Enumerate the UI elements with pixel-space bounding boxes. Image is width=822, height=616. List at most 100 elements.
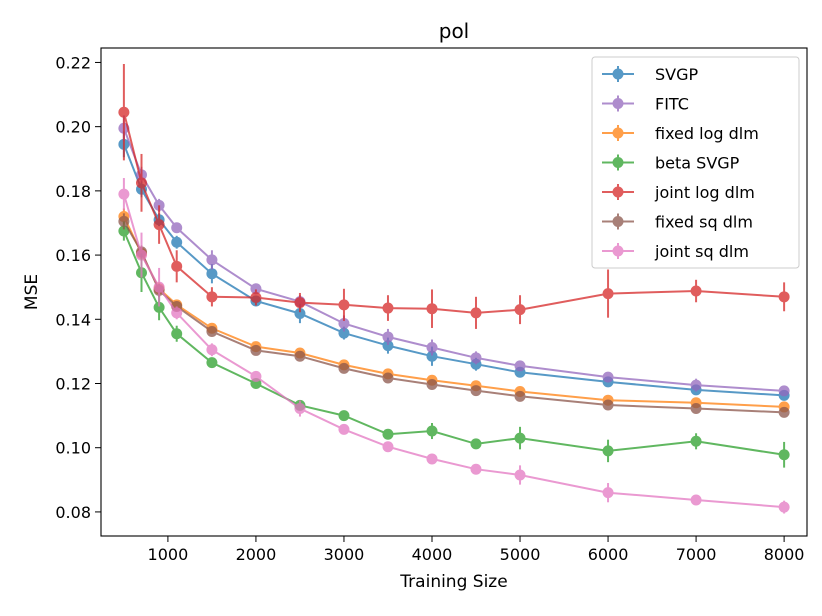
x-tick-label: 6000 (588, 545, 629, 564)
data-point (206, 344, 218, 356)
legend-item-fixed-sq-dlm: fixed sq dlm (602, 213, 753, 232)
legend-box (591, 56, 800, 269)
data-point (470, 352, 482, 364)
data-point (470, 438, 482, 450)
data-point (514, 360, 526, 372)
legend-label: joint log dlm (654, 183, 755, 202)
legend-label: SVGP (655, 65, 699, 84)
data-point (118, 106, 130, 118)
x-tick-label: 8000 (764, 545, 805, 564)
legend-swatch-marker (612, 68, 624, 80)
data-point (382, 372, 394, 384)
data-point (338, 362, 350, 374)
legend-swatch (602, 66, 634, 82)
x-tick-label: 3000 (324, 545, 365, 564)
data-point (514, 304, 526, 316)
data-point (250, 291, 262, 303)
data-point (382, 302, 394, 314)
x-tick-label: 1000 (148, 545, 189, 564)
data-point (338, 317, 350, 329)
data-point (118, 215, 130, 227)
data-point (206, 254, 218, 266)
legend-item-beta-svgp: beta SVGP (602, 154, 740, 173)
data-point (171, 328, 183, 340)
data-point (470, 307, 482, 319)
data-point (118, 225, 130, 237)
x-tick-label: 5000 (500, 545, 541, 564)
data-point (426, 342, 438, 354)
y-tick-label: 0.12 (55, 375, 91, 394)
data-point (778, 501, 790, 513)
data-point (514, 432, 526, 444)
legend-item-fixed-log-dlm: fixed log dlm (602, 124, 759, 143)
data-point (294, 308, 306, 320)
data-point (690, 494, 702, 506)
x-tick-label: 7000 (676, 545, 717, 564)
data-point (294, 350, 306, 362)
data-point (382, 331, 394, 343)
legend-label: fixed sq dlm (655, 213, 753, 232)
data-point (426, 350, 438, 362)
axes-layer: 1000 2000 3000 4000 5000 6000 7000 8000 0.08 0.10… (55, 53, 804, 564)
data-point (118, 188, 130, 200)
data-point (250, 370, 262, 382)
data-point (602, 445, 614, 457)
data-point (602, 487, 614, 499)
data-point (690, 435, 702, 447)
legend-swatch-marker (612, 245, 624, 257)
legend-label: joint sq dlm (654, 242, 749, 261)
data-point (382, 441, 394, 453)
data-point (602, 371, 614, 383)
data-point (206, 357, 218, 369)
series-beta-svgp (118, 221, 790, 468)
legend-item-fitc: FITC (602, 95, 689, 114)
data-point (382, 340, 394, 352)
x-tick-label: 2000 (236, 545, 277, 564)
data-point (426, 425, 438, 437)
legend-label: FITC (655, 95, 689, 114)
legend-label: fixed log dlm (655, 124, 759, 143)
x-axis-label: Training Size (399, 572, 507, 592)
legend-item-svgp: SVGP (602, 65, 699, 84)
data-point (778, 291, 790, 303)
legend-swatch-marker (612, 98, 624, 109)
series-joint-sq-dlm (118, 178, 790, 514)
data-point (171, 236, 183, 248)
data-point (690, 403, 702, 415)
data-point (153, 281, 165, 293)
legend-swatch-marker (612, 216, 624, 227)
data-point (206, 291, 218, 303)
data-point (294, 403, 306, 415)
y-tick-label: 0.10 (55, 439, 91, 458)
data-point (470, 463, 482, 475)
y-tick-label: 0.16 (55, 246, 91, 265)
data-point (426, 303, 438, 315)
data-point (294, 297, 306, 309)
data-point (153, 219, 165, 231)
data-point (514, 469, 526, 481)
legend-swatch (602, 95, 634, 112)
legend-swatch (602, 125, 634, 141)
data-point (171, 222, 183, 234)
data-point (171, 307, 183, 319)
data-point (382, 428, 394, 440)
data-point (338, 327, 350, 339)
y-axis-label: MSE (22, 274, 42, 310)
legend-swatch-marker (612, 157, 624, 168)
data-point (250, 344, 262, 356)
data-point (135, 249, 147, 261)
plot-frame (100, 47, 808, 537)
series-joint-log-dlm (118, 64, 790, 329)
data-point (338, 423, 350, 435)
data-point (153, 301, 165, 313)
data-point (690, 285, 702, 297)
legend-swatch (602, 243, 634, 259)
legend-swatch (602, 184, 634, 200)
y-tick-label: 0.18 (55, 182, 91, 201)
legend-swatch-marker (612, 186, 624, 198)
legend-swatch (602, 154, 634, 171)
chart-title: pol (439, 19, 470, 43)
data-point (338, 299, 350, 311)
legend-item-joint-sq-dlm: joint sq dlm (602, 242, 749, 261)
